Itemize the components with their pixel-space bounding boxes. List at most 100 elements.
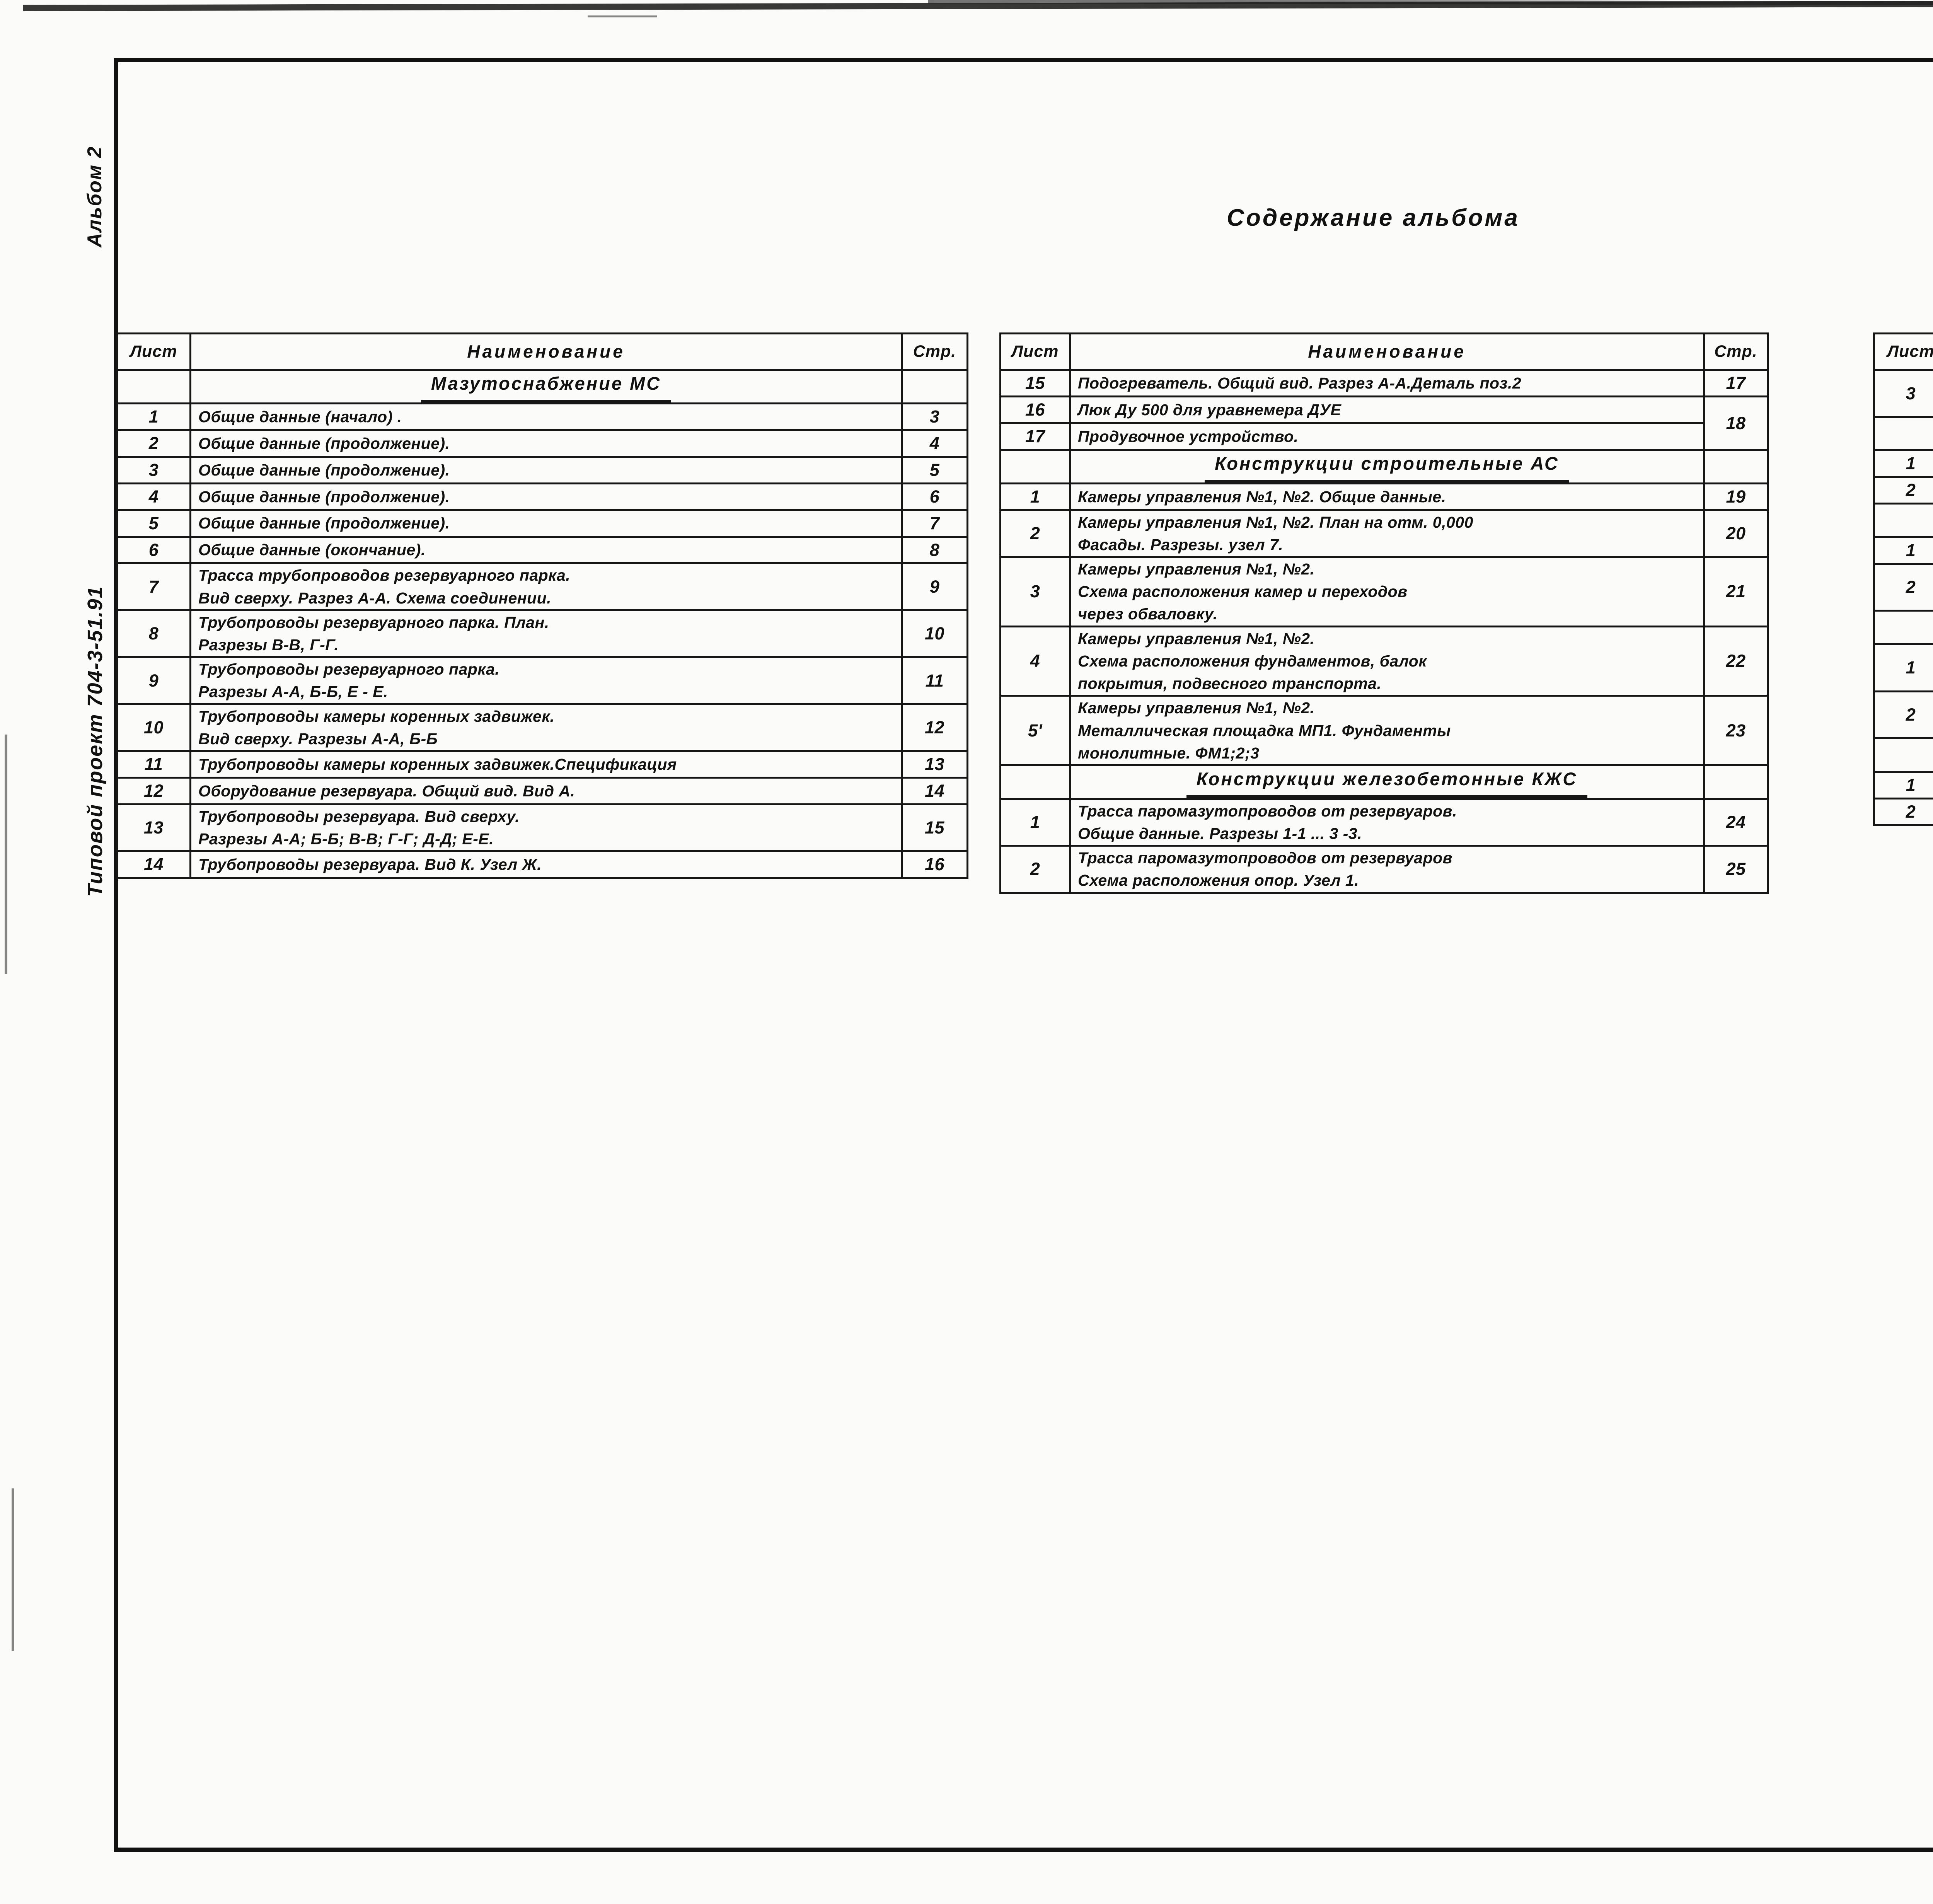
table-row[interactable]: 15 Подогреватель. Общий вид. Разрез А-А.Д…	[999, 369, 1769, 398]
table-row[interactable]: 2 Камеры управления №1, №2. План на отм. …	[999, 509, 1769, 558]
table-row[interactable]: 13 Трубопроводы резервуара. Вид сверху. Ра…	[116, 803, 968, 852]
cell-name: Общие данные (начало) .	[189, 402, 903, 431]
cell-page: 4	[901, 429, 968, 458]
cell-name-line: Разрезы А-А, Б-Б, Е - Е.	[198, 683, 388, 701]
cell-sheet-no: 3	[116, 455, 191, 484]
cell-name-line: Разрезы В-В, Г-Г.	[198, 636, 339, 654]
table-row[interactable]: 8 Трубопроводы резервуарного парка. План.…	[116, 609, 968, 658]
cell-sheet-no: 2	[1873, 476, 1933, 505]
cell-name: Трубопроводы резервуара. Вид сверху. Разр…	[189, 803, 903, 852]
cell-name-line: Общие данные (начало) .	[198, 407, 402, 426]
cell-sheet-no: 2	[999, 509, 1071, 558]
cell-name-line: Схема расположения камер и переходов	[1078, 583, 1408, 601]
column-header-sheet-no: Лист	[116, 332, 191, 371]
drawing-frame	[114, 58, 1933, 1852]
album-label: Альбом 2	[84, 146, 106, 247]
cell-page: 23	[1703, 695, 1769, 767]
cell-page: 13	[901, 750, 968, 779]
table-row[interactable]: 2Схемы автоматизации и внешних проводок2…	[1873, 476, 1933, 505]
cell-sheet-no: 1	[1873, 536, 1933, 565]
table-row[interactable]: 1 Трасса паромазутопроводов от резервуаро…	[999, 798, 1769, 847]
cell-sheet-no: 1	[1873, 770, 1933, 799]
table-row[interactable]: 3Трасса паромазутопроводов от резервуаро…	[1873, 369, 1933, 418]
section-heading-row: Отопление и вентиляция ОВ	[1873, 610, 1933, 646]
column-header-name: Наименование	[1069, 332, 1705, 371]
cell-name-line: покрытия, подвесного транспорта.	[1078, 675, 1382, 693]
cell-sheet-no: 6	[116, 535, 191, 564]
cell-sheet-no: 9	[116, 656, 191, 705]
table-row[interactable]: 2План силовой и осветительнойэлектроуста…	[1873, 563, 1933, 612]
cell-sheet-no: 7	[116, 562, 191, 611]
table-row[interactable]: 3 Общие данные (продолжение). 5	[116, 455, 968, 484]
contents-table-left: Лист Наименование Стр. Мазутоснабжение МС 1 О…	[116, 332, 968, 879]
table-row[interactable]: 10 Трубопроводы камеры коренных задвижек.…	[116, 703, 968, 752]
cell-page: 15	[901, 803, 968, 852]
table-row[interactable]: 5' Камеры управления №1, №2. Металлическая…	[999, 695, 1769, 767]
cell-name-line: Схема расположения фундаментов, балок	[1078, 652, 1427, 670]
cell-name: Трубопроводы камеры коренных задвижек.Сп…	[189, 750, 903, 779]
cell-sheet-no: 15	[999, 369, 1071, 398]
cell-name-line: Камеры управления №1, №2.	[1078, 560, 1315, 578]
cell-sheet-no: 10	[116, 703, 191, 752]
cell-name: Камеры управления №1, №2. Схема расположе…	[1069, 556, 1705, 627]
cell-name: Трубопроводы камеры коренных задвижек. Ви…	[189, 703, 903, 752]
cell-page: 8	[901, 535, 968, 564]
cell-sheet-no: 2	[1873, 563, 1933, 612]
table-row[interactable]: 14 Трубопроводы резервуара. Вид К. Узел Ж…	[116, 850, 968, 879]
cell-name-line: Трубопроводы резервуарного парка. План.	[198, 613, 549, 631]
cell-page: 16	[901, 850, 968, 879]
table-row[interactable]: 4 Общие данные (продолжение). 6	[116, 482, 968, 511]
table-row[interactable]: 2Камера управления.План на отм. 0,000. Ф…	[1873, 690, 1933, 739]
column-header-sheet-no: Лист	[1873, 332, 1933, 371]
table-row[interactable]: 3 Камеры управления №1, №2. Схема располож…	[999, 556, 1769, 627]
table-row[interactable]: 11 Трубопроводы камеры коренных задвижек.…	[116, 750, 968, 779]
cell-sheet-no: 13	[116, 803, 191, 852]
table-row[interactable]: 17 Продувочное устройство.	[999, 422, 1768, 451]
table-row[interactable]: 2 Общие данные (продолжение). 4	[116, 429, 968, 458]
cell-name-line: Общие данные (продолжение).	[198, 434, 450, 452]
table-row[interactable]: 5 Общие данные (продолжение). 7	[116, 509, 968, 538]
section-page-cell	[1703, 764, 1769, 800]
section-sheet-no-cell	[1873, 416, 1933, 452]
table-row[interactable]: 12 Оборудование резервуара. Общий вид. Ви…	[116, 777, 968, 805]
table-row[interactable]: 4 Камеры управления №1, №2. Схема располож…	[999, 625, 1769, 697]
table-row[interactable]: 2План резервуарного парка. Разрезы 1-1; …	[1873, 797, 1933, 826]
cell-page: 12	[901, 703, 968, 752]
table-row[interactable]: 1 Камеры управления №1, №2. Общие данные.…	[999, 482, 1769, 511]
table-row[interactable]: 1Камера управления №1, №2.Общие данные.3…	[1873, 643, 1933, 692]
table-row[interactable]: 9 Трубопроводы резервуарного парка. Разрез…	[116, 656, 968, 705]
cell-name: Камеры управления №1, №2. План на отм. 0…	[1069, 509, 1705, 558]
cell-name-line: Металлическая площадка МП1. Фундаменты	[1078, 721, 1451, 740]
section-heading-row: Силовое электрооборудование ЭМ	[1873, 503, 1933, 538]
column-header-name: Наименование	[189, 332, 903, 371]
cell-sheet-no: 8	[116, 609, 191, 658]
cell-page: 22	[1703, 625, 1769, 697]
cell-sheet-no: 12	[116, 777, 191, 805]
cell-sheet-no: 4	[999, 625, 1071, 697]
table-row[interactable]: 1 Общие данные (начало) . 3	[116, 402, 968, 431]
table-row[interactable]: 7 Трасса трубопроводов резервуарного парк…	[116, 562, 968, 611]
cell-sheet-no: 3	[999, 556, 1071, 627]
cell-name: Люк Ду 500 для уравнемера ДУЕ	[1069, 395, 1705, 424]
table-row[interactable]: 16 Люк Ду 500 для уравнемера ДУЕ 18	[999, 395, 1769, 451]
cell-page: 19	[1703, 482, 1769, 511]
cell-name-line: Трубопроводы резервуара. Вид К. Узел Ж.	[198, 856, 542, 874]
section-sheet-no-cell	[999, 448, 1071, 484]
cell-sheet-no: 2	[1873, 690, 1933, 739]
cell-name: Камеры управления №1, №2. Металлическая п…	[1069, 695, 1705, 767]
table-row[interactable]: 6 Общие данные (окончание). 8	[116, 535, 968, 564]
cell-sheet-no: 1	[1873, 449, 1933, 478]
cell-page: 11	[901, 656, 968, 705]
section-sheet-no-cell	[1873, 737, 1933, 773]
section-sheet-no-cell	[116, 369, 191, 405]
cell-name: Общие данные (продолжение).	[189, 455, 903, 484]
cell-name: Трасса паромазутопроводов от резервуаров…	[1069, 798, 1705, 847]
cell-name-line: Вид сверху. Разрезы А-А, Б-Б	[198, 730, 438, 748]
table-row[interactable]: 2 Трасса паромазутопроводов от резервуаро…	[999, 845, 1769, 894]
section-heading-cell: Мазутоснабжение МС	[189, 369, 903, 405]
